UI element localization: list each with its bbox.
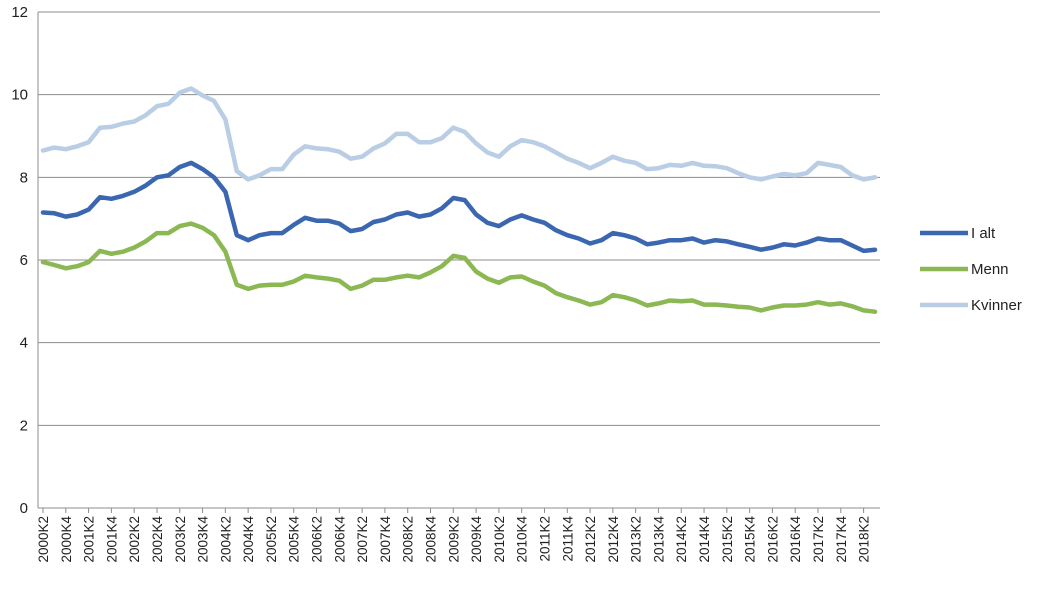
axes <box>37 12 880 509</box>
x-tick-label: 2015K2 <box>720 516 735 563</box>
x-tick-label: 2000K4 <box>59 516 74 563</box>
series-line-kvinner <box>40 86 878 182</box>
x-tick-label: 2006K4 <box>332 516 347 563</box>
y-tick-label: 8 <box>20 169 28 186</box>
y-tick-label: 0 <box>20 500 28 517</box>
x-tick-label: 2002K4 <box>150 516 165 563</box>
x-tick-label: 2015K4 <box>743 516 758 563</box>
x-tick-label: 2013K4 <box>651 516 666 563</box>
x-tick-label: 2000K2 <box>36 516 51 563</box>
x-tick-label: 2003K4 <box>196 516 211 563</box>
x-tick-label: 2009K2 <box>446 516 461 563</box>
legend-label: Kvinner <box>971 297 1022 314</box>
legend-label: Menn <box>971 261 1009 278</box>
x-tick-label: 2009K4 <box>469 516 484 563</box>
series-line-menn <box>40 221 878 314</box>
y-tick-label: 12 <box>11 4 28 21</box>
x-tick-label: 2010K2 <box>492 516 507 563</box>
x-tick-label: 2001K4 <box>104 516 119 563</box>
series-line-i-alt <box>40 160 878 254</box>
legend: I alt Menn Kvinner <box>920 225 1022 314</box>
x-tick-label: 2016K2 <box>765 516 780 563</box>
x-tick-label: 2012K2 <box>583 516 598 563</box>
x-tick-label: 2016K4 <box>788 516 803 563</box>
x-tick-label: 2014K2 <box>674 516 689 563</box>
x-tick-label: 2001K2 <box>82 516 97 563</box>
y-tick-label: 2 <box>20 417 28 434</box>
x-tick-label: 2004K4 <box>241 516 256 563</box>
x-tick-label: 2003K2 <box>173 516 188 563</box>
x-tick-label: 2006K2 <box>310 516 325 563</box>
x-axis-tick-labels: 2000K2 2000K4 2001K2 2001K4 2002K2 2002K4 2003… <box>36 508 872 563</box>
x-tick-label: 2010K4 <box>515 516 530 563</box>
x-tick-label: 2011K4 <box>560 516 575 562</box>
grid-lines <box>38 11 880 426</box>
x-tick-label: 2012K4 <box>606 516 621 563</box>
x-tick-label: 2008K4 <box>424 516 439 563</box>
x-tick-label: 2017K2 <box>811 516 826 563</box>
x-tick-label: 2014K4 <box>697 516 712 563</box>
x-tick-label: 2017K4 <box>834 516 849 563</box>
legend-label: I alt <box>971 225 996 242</box>
series-lines <box>40 86 878 314</box>
y-axis-tick-labels: 0 2 4 6 8 10 12 <box>11 4 28 517</box>
y-tick-label: 4 <box>20 335 28 352</box>
y-tick-label: 10 <box>11 87 28 104</box>
x-tick-label: 2011K2 <box>537 516 552 562</box>
x-tick-label: 2013K2 <box>629 516 644 563</box>
x-tick-label: 2007K4 <box>378 516 393 563</box>
x-tick-label: 2002K2 <box>127 516 142 563</box>
x-tick-label: 2018K2 <box>857 516 872 563</box>
y-tick-label: 6 <box>20 252 28 269</box>
x-tick-label: 2008K2 <box>401 516 416 563</box>
x-tick-label: 2004K2 <box>218 516 233 563</box>
x-tick-label: 2007K2 <box>355 516 370 563</box>
x-tick-label: 2005K2 <box>264 516 279 563</box>
x-tick-label: 2005K4 <box>287 516 302 563</box>
